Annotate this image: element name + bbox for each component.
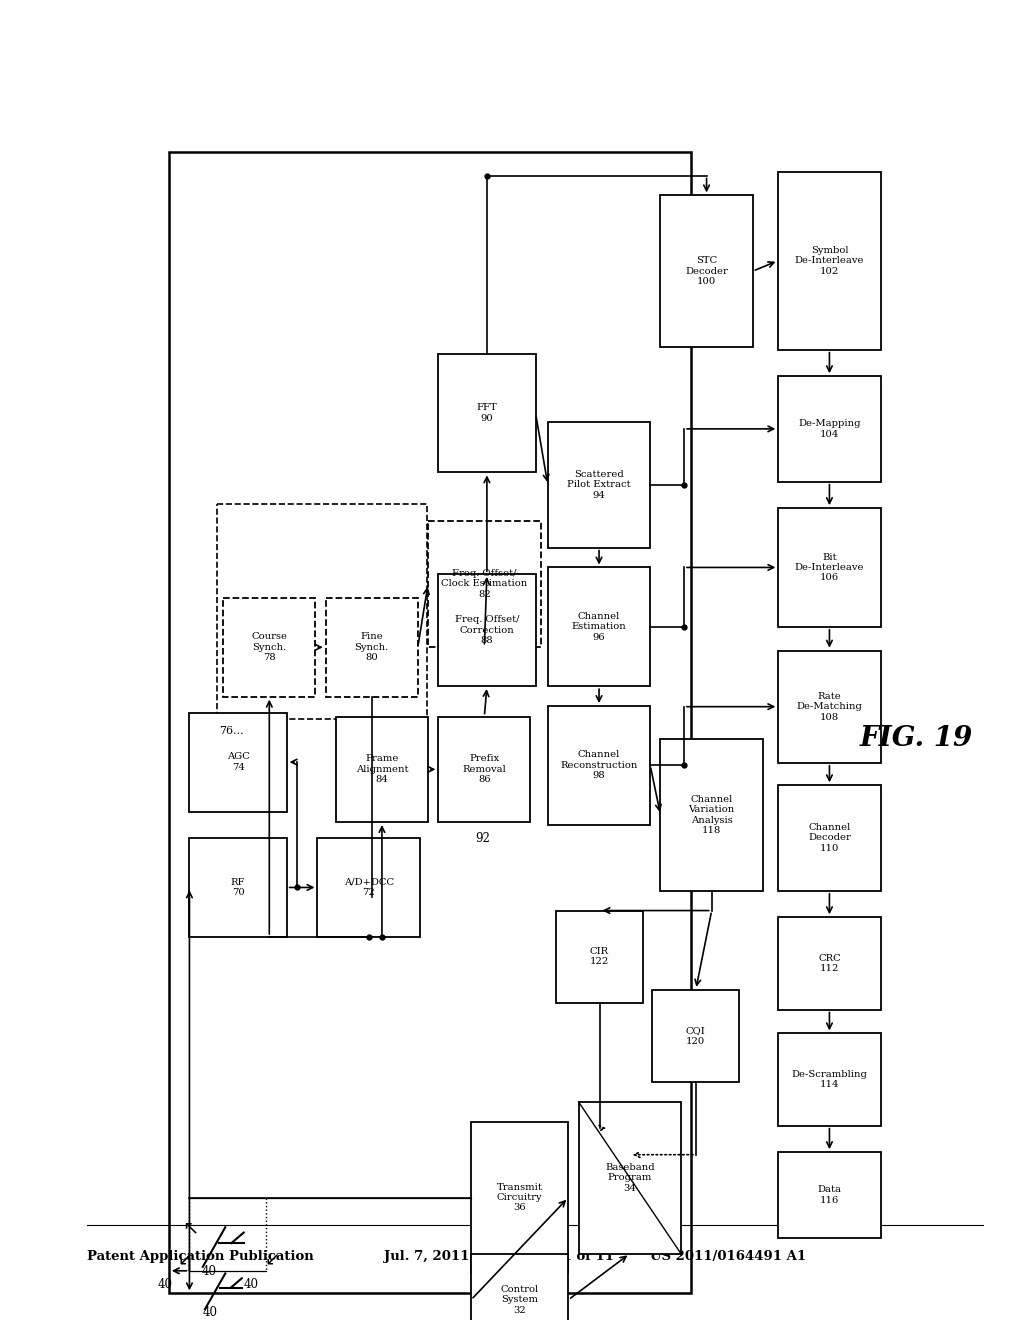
Bar [778,508,881,627]
Text: Data
116: Data 116 [817,1185,842,1205]
Text: Rate
De-Matching
108: Rate De-Matching 108 [797,692,862,722]
Text: $\swarrow$: $\swarrow$ [261,1250,280,1269]
Bar [548,706,650,825]
Bar [778,376,881,482]
Text: RF
70: RF 70 [230,878,246,898]
Text: 40: 40 [203,1307,218,1319]
Bar [778,651,881,763]
Bar [223,598,315,697]
Text: Prefix
Removal
86: Prefix Removal 86 [463,755,506,784]
Text: CQI
120: CQI 120 [686,1026,706,1045]
Text: CRC
112: CRC 112 [818,953,841,973]
Bar [336,717,428,822]
Bar [189,713,287,812]
Text: Patent Application Publication: Patent Application Publication [87,1250,313,1263]
Text: Jul. 7, 2011: Jul. 7, 2011 [384,1250,469,1263]
Text: Frame
Alignment
84: Frame Alignment 84 [355,755,409,784]
Bar [652,990,739,1082]
Bar [778,1034,881,1126]
Text: Bit
De-Interleave
106: Bit De-Interleave 106 [795,553,864,582]
Text: STC
Decoder
100: STC Decoder 100 [685,256,728,286]
Text: FIG. 19: FIG. 19 [860,726,973,752]
Text: Fine
Synch.
80: Fine Synch. 80 [354,632,389,663]
Bar [189,838,287,937]
Bar [438,717,530,822]
Text: Baseband
Program
34: Baseband Program 34 [605,1163,654,1193]
Text: FFT
90: FFT 90 [476,404,498,422]
Bar [471,1122,568,1274]
Bar [778,917,881,1010]
Text: 40: 40 [158,1278,173,1291]
Bar [471,1254,568,1320]
Bar [579,1102,681,1254]
Text: Channel
Estimation
96: Channel Estimation 96 [571,612,627,642]
Bar [660,195,753,347]
Text: De-Mapping
104: De-Mapping 104 [798,420,861,438]
Text: Course
Synch.
78: Course Synch. 78 [251,632,288,663]
Text: AGC
74: AGC 74 [226,752,250,772]
Bar [778,785,881,891]
Bar [556,911,643,1003]
Text: Freq. Offset/
Clock Estimation
82: Freq. Offset/ Clock Estimation 82 [441,569,527,599]
Text: 76...: 76... [219,726,244,735]
Bar [778,1152,881,1238]
Text: 92: 92 [475,832,490,845]
Text: $\nwarrow$: $\nwarrow$ [179,1218,199,1238]
Bar [326,598,418,697]
Bar [548,422,650,548]
Text: 40: 40 [244,1278,259,1291]
Bar [438,354,536,473]
Text: Transmit
Circuitry
36: Transmit Circuitry 36 [497,1183,543,1213]
Bar [169,152,691,1294]
Text: CIR
122: CIR 122 [590,946,609,966]
Text: $\swarrow$: $\swarrow$ [174,1250,193,1269]
Text: Freq. Offset/
Correction
88: Freq. Offset/ Correction 88 [455,615,519,645]
Text: De-Scrambling
114: De-Scrambling 114 [792,1069,867,1089]
Text: Channel
Reconstruction
98: Channel Reconstruction 98 [560,751,638,780]
Text: Scattered
Pilot Extract
94: Scattered Pilot Extract 94 [567,470,631,500]
Text: Symbol
De-Interleave
102: Symbol De-Interleave 102 [795,246,864,276]
Text: US 2011/0164491 A1: US 2011/0164491 A1 [650,1250,806,1263]
Bar [217,504,427,719]
Bar [317,838,420,937]
Bar [548,568,650,686]
Text: Channel
Variation
Analysis
118: Channel Variation Analysis 118 [688,795,735,836]
Bar [778,172,881,350]
Text: Control
System
32: Control System 32 [501,1284,539,1315]
Text: Sheet 11 of 11: Sheet 11 of 11 [507,1250,613,1263]
Text: 40: 40 [202,1265,216,1278]
Bar [660,739,763,891]
Bar [438,574,536,686]
Bar [428,521,541,647]
Text: Channel
Decoder
110: Channel Decoder 110 [808,824,851,853]
Text: A/D+DCC
72: A/D+DCC 72 [344,878,393,898]
